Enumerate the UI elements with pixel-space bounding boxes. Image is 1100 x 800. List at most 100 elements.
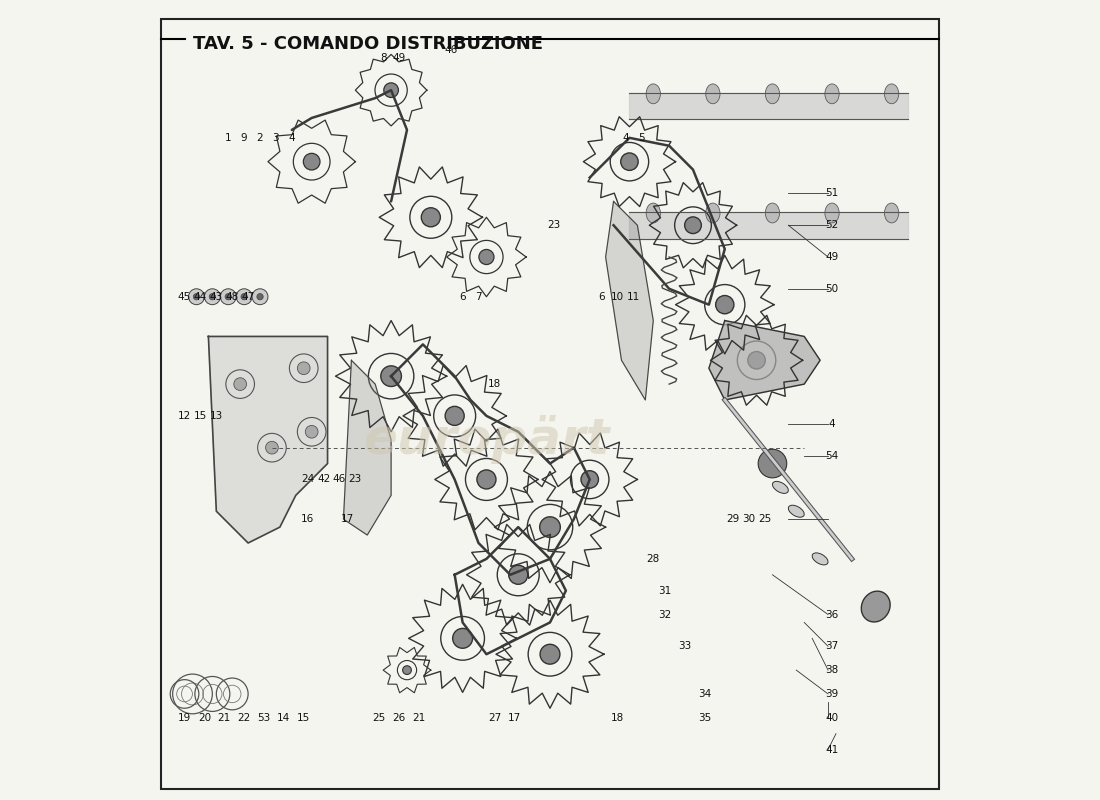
- Ellipse shape: [825, 203, 839, 223]
- Circle shape: [236, 289, 252, 305]
- Ellipse shape: [772, 482, 789, 494]
- Text: 2: 2: [256, 133, 263, 143]
- Circle shape: [257, 294, 263, 300]
- Text: 4: 4: [288, 133, 295, 143]
- Text: 43: 43: [210, 292, 223, 302]
- Circle shape: [241, 294, 248, 300]
- Text: 36: 36: [825, 610, 838, 619]
- Text: 37: 37: [825, 642, 838, 651]
- Text: 21: 21: [218, 713, 231, 722]
- Circle shape: [226, 294, 231, 300]
- Ellipse shape: [861, 591, 890, 622]
- Text: 48: 48: [226, 292, 239, 302]
- Text: 45: 45: [178, 292, 191, 302]
- Circle shape: [620, 153, 638, 170]
- Text: 46: 46: [333, 474, 346, 485]
- Circle shape: [304, 154, 320, 170]
- Circle shape: [234, 378, 246, 390]
- Text: 23: 23: [349, 474, 362, 485]
- Text: 26: 26: [393, 713, 406, 722]
- Circle shape: [540, 517, 560, 538]
- Circle shape: [581, 470, 598, 488]
- Circle shape: [209, 294, 216, 300]
- Text: 19: 19: [178, 713, 191, 722]
- Circle shape: [306, 426, 318, 438]
- Text: 4: 4: [623, 133, 629, 143]
- Text: 24: 24: [301, 474, 315, 485]
- Text: 28: 28: [647, 554, 660, 564]
- Polygon shape: [606, 202, 653, 400]
- Circle shape: [252, 289, 268, 305]
- Text: 22: 22: [238, 713, 251, 722]
- Text: 1: 1: [224, 133, 232, 143]
- Ellipse shape: [706, 203, 721, 223]
- Text: 25: 25: [373, 713, 386, 722]
- Text: 4: 4: [828, 419, 835, 429]
- Text: 20: 20: [198, 713, 211, 722]
- Text: 30: 30: [742, 514, 756, 524]
- Ellipse shape: [646, 203, 660, 223]
- Text: 18: 18: [610, 713, 624, 722]
- Text: 46: 46: [444, 46, 458, 55]
- Ellipse shape: [706, 84, 721, 104]
- Text: 18: 18: [487, 379, 500, 389]
- Text: TAV. 5 - COMANDO DISTRIBUZIONE: TAV. 5 - COMANDO DISTRIBUZIONE: [192, 34, 542, 53]
- Text: europärt: europärt: [363, 415, 609, 464]
- Circle shape: [188, 289, 205, 305]
- Text: 7: 7: [475, 292, 482, 302]
- Text: 6: 6: [460, 292, 466, 302]
- Text: 33: 33: [679, 642, 692, 651]
- Text: 31: 31: [659, 586, 672, 596]
- Text: 21: 21: [412, 713, 426, 722]
- Circle shape: [421, 208, 440, 227]
- Text: 34: 34: [698, 689, 712, 699]
- Circle shape: [220, 289, 236, 305]
- Text: 16: 16: [301, 514, 315, 524]
- Text: 53: 53: [257, 713, 271, 722]
- Text: 41: 41: [825, 745, 838, 754]
- Ellipse shape: [825, 84, 839, 104]
- Text: 15: 15: [297, 713, 310, 722]
- Ellipse shape: [884, 203, 899, 223]
- Circle shape: [265, 442, 278, 454]
- Circle shape: [297, 362, 310, 374]
- Circle shape: [194, 294, 200, 300]
- Text: 9: 9: [241, 133, 248, 143]
- Text: 3: 3: [273, 133, 279, 143]
- Text: 52: 52: [825, 220, 838, 230]
- Text: 15: 15: [194, 411, 207, 421]
- Ellipse shape: [766, 84, 780, 104]
- Circle shape: [403, 666, 411, 674]
- Circle shape: [758, 450, 786, 478]
- Ellipse shape: [646, 84, 660, 104]
- Polygon shape: [343, 360, 392, 535]
- Text: 50: 50: [825, 284, 838, 294]
- Circle shape: [453, 629, 473, 648]
- Text: 32: 32: [659, 610, 672, 619]
- Circle shape: [716, 295, 734, 314]
- Circle shape: [540, 644, 560, 664]
- Polygon shape: [208, 337, 328, 543]
- Text: 5: 5: [638, 133, 645, 143]
- Text: 49: 49: [393, 54, 406, 63]
- Text: 14: 14: [277, 713, 290, 722]
- Text: 38: 38: [825, 665, 838, 675]
- Text: 17: 17: [341, 514, 354, 524]
- Ellipse shape: [766, 203, 780, 223]
- Text: 23: 23: [548, 220, 561, 230]
- Circle shape: [684, 217, 702, 234]
- Text: 8: 8: [379, 54, 386, 63]
- Ellipse shape: [812, 553, 828, 565]
- Text: 51: 51: [825, 189, 838, 198]
- Text: 44: 44: [194, 292, 207, 302]
- Text: 6: 6: [598, 292, 605, 302]
- Text: 49: 49: [825, 252, 838, 262]
- Circle shape: [384, 83, 398, 98]
- Text: 11: 11: [627, 292, 640, 302]
- Circle shape: [446, 406, 464, 426]
- Circle shape: [748, 351, 766, 369]
- Text: 12: 12: [178, 411, 191, 421]
- Circle shape: [478, 250, 494, 265]
- Text: 47: 47: [242, 292, 255, 302]
- Circle shape: [508, 566, 528, 584]
